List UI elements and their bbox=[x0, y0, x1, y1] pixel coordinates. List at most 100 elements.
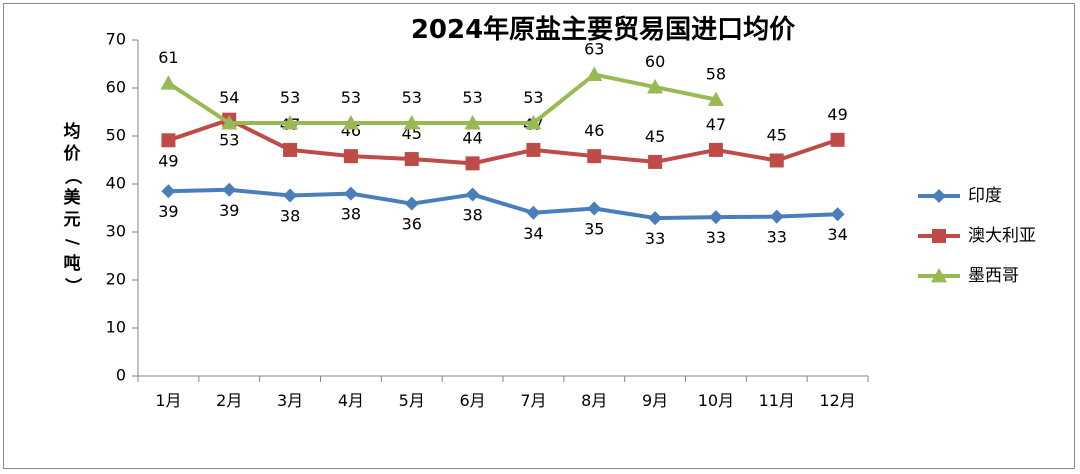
x-tick-label: 1月 bbox=[155, 391, 181, 410]
axes: 0 10 20 30 40 50 60 70 1月 2月 3月 4月 5月 6月 7月 8月 9月 10月 11月 1… bbox=[106, 30, 869, 410]
data-point bbox=[403, 115, 420, 130]
data-point bbox=[465, 156, 480, 171]
data-point bbox=[587, 201, 602, 216]
data-label: 45 bbox=[645, 127, 665, 146]
data-label: 38 bbox=[341, 205, 361, 224]
data-point bbox=[343, 186, 358, 201]
y-axis-label-char: 吨 bbox=[64, 253, 81, 274]
data-point bbox=[708, 210, 723, 225]
data-point bbox=[526, 205, 541, 220]
series-layer: 3939383836383435333333344953474645444746… bbox=[158, 40, 848, 249]
data-label: 54 bbox=[219, 88, 239, 107]
data-point bbox=[586, 66, 603, 81]
data-label: 58 bbox=[706, 65, 726, 84]
y-tick-label: 20 bbox=[106, 270, 126, 289]
y-axis-label-char: 价 bbox=[64, 144, 82, 164]
data-point bbox=[160, 75, 177, 90]
data-label: 60 bbox=[645, 52, 665, 71]
data-point bbox=[830, 132, 845, 147]
series-line bbox=[168, 187, 838, 221]
data-label: 46 bbox=[584, 121, 604, 140]
y-axis-label-char: （ bbox=[62, 168, 83, 185]
data-label: 53 bbox=[462, 88, 482, 107]
series-墨西哥: 61 54 53 53 53 53 53 63 60 58 bbox=[158, 40, 726, 130]
data-point bbox=[465, 187, 480, 202]
x-tick-label: 7月 bbox=[520, 391, 546, 410]
series-印度: 39 39 38 38 36 38 34 35 33 33 33 34 bbox=[158, 182, 848, 248]
data-label: 45 bbox=[767, 125, 787, 144]
data-point bbox=[932, 229, 946, 243]
data-point bbox=[464, 115, 481, 130]
y-tick-label: 0 bbox=[116, 366, 126, 385]
data-point bbox=[525, 115, 542, 130]
chart-title: 2024年原盐主要贸易国进口均价 bbox=[411, 14, 796, 45]
data-point bbox=[932, 189, 946, 203]
y-axis-label-char: 均 bbox=[64, 121, 81, 142]
data-label: 38 bbox=[462, 206, 482, 225]
chart-frame bbox=[3, 3, 1075, 469]
data-point bbox=[647, 79, 664, 94]
x-tick-label: 12月 bbox=[819, 391, 855, 410]
x-tick-label: 8月 bbox=[581, 391, 607, 410]
x-tick-label: 6月 bbox=[459, 391, 485, 410]
data-label: 53 bbox=[523, 88, 543, 107]
legend-label: 澳大利亚 bbox=[968, 226, 1036, 246]
y-tick-label: 30 bbox=[106, 222, 126, 241]
data-point bbox=[708, 142, 723, 157]
data-label: 53 bbox=[402, 88, 422, 107]
data-point bbox=[342, 115, 359, 130]
y-tick-label: 40 bbox=[106, 174, 126, 193]
y-axis-label: 均价 （ 美元 / 吨 ） bbox=[62, 121, 83, 295]
x-tick-label: 9月 bbox=[642, 391, 668, 410]
data-label: 33 bbox=[706, 228, 726, 247]
y-tick-label: 70 bbox=[106, 30, 126, 49]
y-axis-label-char: 美 bbox=[64, 187, 82, 208]
data-label: 34 bbox=[523, 224, 543, 243]
data-label: 33 bbox=[645, 229, 665, 248]
data-point bbox=[161, 133, 176, 148]
data-label: 39 bbox=[158, 202, 178, 221]
y-tick-label: 50 bbox=[106, 126, 126, 145]
y-axis-label-char: ） bbox=[62, 278, 83, 295]
legend-item: 澳大利亚 bbox=[918, 226, 1036, 246]
data-point bbox=[769, 209, 784, 224]
data-label: 63 bbox=[584, 40, 604, 59]
data-point bbox=[830, 207, 845, 222]
data-point bbox=[283, 142, 298, 157]
legend-label: 印度 bbox=[968, 186, 1002, 206]
data-label: 39 bbox=[219, 201, 239, 220]
data-label: 61 bbox=[158, 48, 178, 67]
series-line bbox=[167, 117, 839, 166]
data-point bbox=[648, 211, 663, 226]
data-label: 49 bbox=[827, 105, 847, 124]
x-tick-label: 5月 bbox=[399, 391, 425, 410]
data-point bbox=[931, 268, 947, 283]
x-tick-label: 10月 bbox=[698, 391, 734, 410]
data-point bbox=[282, 115, 299, 130]
y-axis-label-char: 元 bbox=[64, 210, 81, 230]
y-tick-label: 60 bbox=[106, 78, 126, 97]
data-point bbox=[283, 188, 298, 203]
data-point bbox=[769, 153, 784, 168]
legend-item: 墨西哥 bbox=[918, 266, 1019, 286]
legend-item: 印度 bbox=[918, 186, 1002, 206]
data-label: 33 bbox=[767, 228, 787, 247]
data-label: 34 bbox=[827, 225, 847, 244]
data-label: 53 bbox=[219, 131, 239, 150]
data-point bbox=[161, 184, 176, 199]
x-tick-label: 3月 bbox=[277, 391, 303, 410]
x-tick-label: 4月 bbox=[338, 391, 364, 410]
data-point bbox=[404, 196, 419, 211]
series-line bbox=[167, 72, 717, 126]
data-label: 35 bbox=[584, 219, 604, 238]
data-label: 36 bbox=[402, 215, 422, 234]
data-label: 44 bbox=[462, 128, 482, 147]
data-label: 49 bbox=[158, 151, 178, 170]
data-point bbox=[221, 115, 238, 130]
data-point bbox=[343, 149, 358, 164]
x-tick-label: 11月 bbox=[759, 391, 795, 410]
data-point bbox=[648, 154, 663, 169]
data-point bbox=[587, 149, 602, 164]
